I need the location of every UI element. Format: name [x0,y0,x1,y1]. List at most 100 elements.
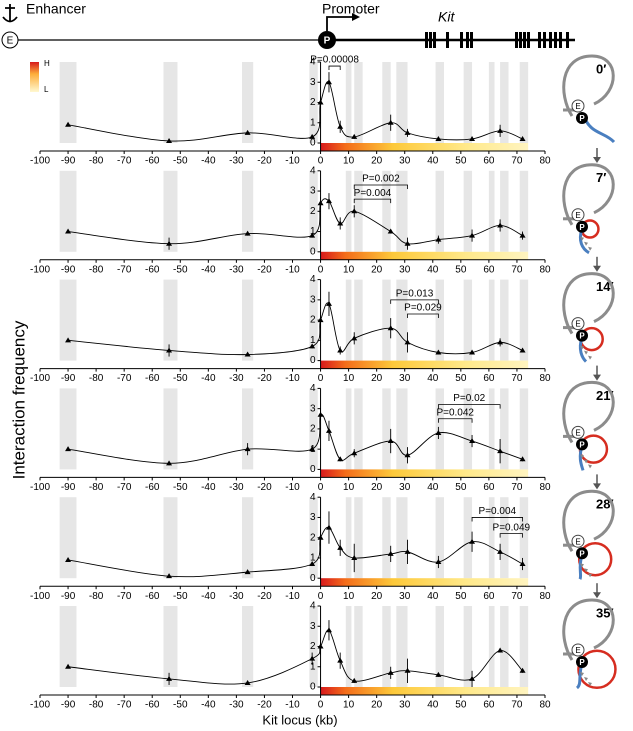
x-tick-label: -100 [30,700,50,711]
enhancer-label: Enhancer [26,1,86,17]
shaded-region [382,170,391,252]
shaded-region [463,497,473,579]
data-point [351,335,358,341]
e-circle [571,317,585,331]
step-arrowhead [593,265,601,272]
data-point [435,236,442,242]
data-point [317,534,324,540]
y-tick-label: 3 [310,294,316,305]
promoter-arrow [326,16,352,31]
x-tick-label: 60 [483,373,495,384]
shaded-region [59,170,77,252]
e-circle [571,425,585,439]
x-tick-label: 0 [318,700,324,711]
x-tick-label: -70 [117,264,132,275]
x-tick-label: -60 [145,482,160,493]
cohesin-marker [588,682,592,686]
shaded-region [488,497,495,579]
data-point [317,200,324,206]
x-tick-label: 0 [318,591,324,602]
exon [429,32,432,48]
x-axis-label: Kit locus (kb) [262,712,337,727]
shaded-region [382,279,391,361]
y-tick-label: 1 [310,226,316,237]
x-tick-label: 70 [511,373,523,384]
data-point [309,446,316,452]
data-point [309,133,316,139]
e-circle [571,643,585,657]
x-tick-label: -30 [229,591,244,602]
x-tick-label: -70 [117,482,132,493]
significance-bracket [471,517,523,522]
e-symbol: E [575,320,580,329]
data-point [166,460,173,466]
shaded-region [309,606,318,687]
x-tick-label: 50 [455,482,467,493]
p-circle [576,547,588,560]
data-point [309,343,316,349]
exon [470,32,473,48]
x-tick-label: -10 [285,591,300,602]
y-tick-label: 0 [310,355,316,366]
y-tick-label: 4 [310,165,316,176]
x-tick-label: 0 [318,264,324,275]
p-value: P=0.049 [493,522,531,533]
p-value: P=0.042 [436,407,474,418]
x-tick-label: -40 [201,264,216,275]
step-arrowhead [593,374,601,381]
x-tick-label: 0 [318,373,324,384]
e-circle [571,208,585,222]
shaded-region [519,170,529,252]
shaded-region [500,170,509,252]
shaded-region [488,606,495,687]
heat-strip [320,143,529,151]
x-tick-label: -30 [229,373,244,384]
x-tick-label: 80 [539,264,551,275]
data-point [497,448,504,454]
x-tick-label: 30 [399,373,411,384]
exon [523,32,526,48]
x-tick-label: -40 [201,700,216,711]
x-tick-label: -80 [89,482,104,493]
cohesin-marker [588,355,592,360]
exon [549,32,552,48]
shaded-region [59,606,77,687]
blue-tail [582,115,616,144]
y-tick-label: 4 [310,383,316,394]
x-tick-label: -40 [201,373,216,384]
cohesin-marker [580,672,584,676]
x-tick-label: -50 [173,591,188,602]
data-point [469,135,476,141]
data-point [325,427,332,433]
x-tick-label: -100 [30,264,50,275]
chromatin-loop [562,598,615,661]
cohesin-marker [580,236,584,241]
significance-bracket [407,313,439,319]
exon [425,32,428,48]
data-point [65,556,72,562]
shaded-region [435,606,444,687]
x-tick-label: -50 [173,264,188,275]
data-point [309,655,316,661]
significance-bracket [328,65,341,71]
loop-schematic: EP [562,54,616,163]
x-tick-label: -30 [229,482,244,493]
data-point [497,127,504,133]
loop-schematic: EP [562,272,615,381]
shaded-region [242,279,254,361]
data-point [166,240,173,246]
chromatin-loop [562,272,615,335]
shaded-region [242,170,254,252]
data-line [67,81,523,142]
data-point [317,643,324,649]
data-point [351,677,358,683]
p-value: P=0.00008 [310,55,359,66]
cohesin-marker [588,464,592,469]
time-label: 0′ [596,61,606,76]
shaded-region [163,170,178,252]
data-point [65,663,72,669]
shaded-region [242,497,254,579]
y-tick-label: 0 [310,138,316,149]
y-tick-label: 4 [310,601,316,612]
promoter-symbol: P [324,36,331,47]
